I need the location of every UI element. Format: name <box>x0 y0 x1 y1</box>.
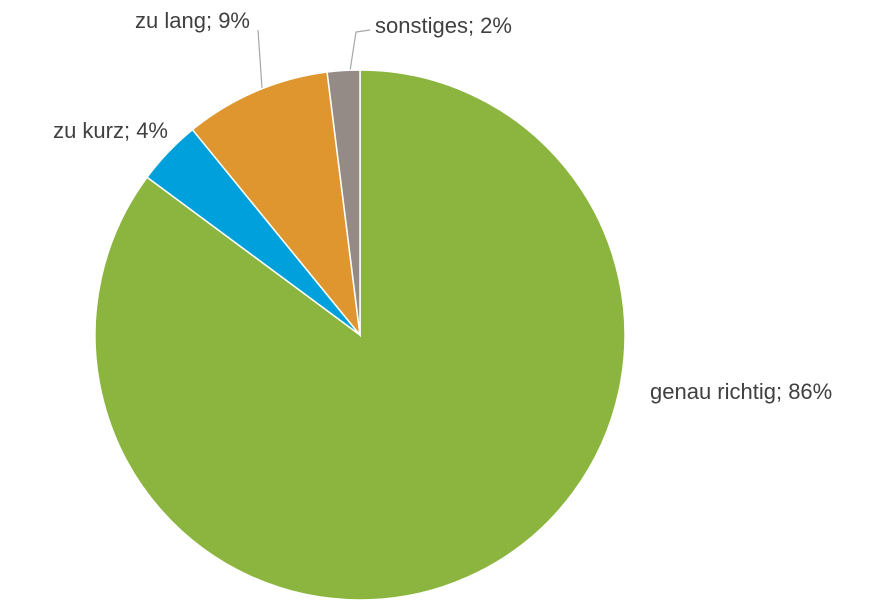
leader-line <box>349 29 371 72</box>
data-label: genau richtig; 86% <box>650 379 832 404</box>
data-label: sonstiges; 2% <box>375 13 512 38</box>
pie-slice <box>191 71 362 338</box>
pie-slice <box>326 69 361 336</box>
data-label: zu lang; 9% <box>135 8 250 33</box>
leader-line <box>257 29 263 89</box>
data-label: zu kurz; 4% <box>53 118 168 143</box>
